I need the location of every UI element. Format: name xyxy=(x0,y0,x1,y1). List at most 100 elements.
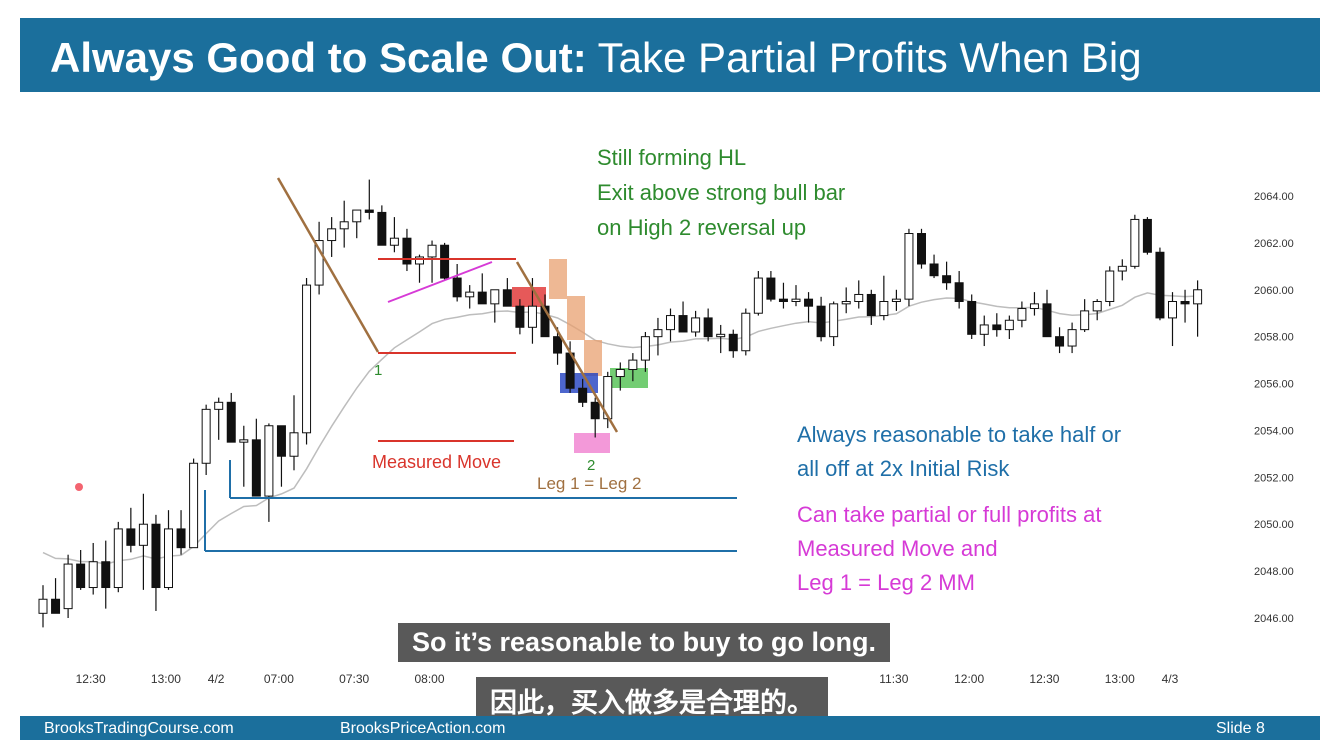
brown-leg-1 xyxy=(276,177,380,353)
moving-average-line xyxy=(42,292,1198,565)
candle xyxy=(615,362,625,391)
bear-candle-body xyxy=(728,333,738,352)
candle xyxy=(954,271,964,309)
x-tick-label: 12:30 xyxy=(1029,672,1059,686)
bear-candle-body xyxy=(992,324,1002,331)
candle xyxy=(113,521,123,593)
candle xyxy=(1017,301,1027,328)
y-tick-label: 2058.00 xyxy=(1254,332,1294,344)
candle xyxy=(490,289,500,323)
moving-average-layer xyxy=(42,292,1198,565)
bear-candle-body xyxy=(590,401,600,420)
bull-candle-body xyxy=(427,244,437,258)
candle xyxy=(214,397,224,440)
candle xyxy=(101,540,111,609)
candle xyxy=(126,507,136,553)
brown-leg-2 xyxy=(515,261,619,433)
pink-note: Can take partial or full profits at Meas… xyxy=(797,498,1101,600)
candle xyxy=(992,313,1002,337)
subtitle-english: So it’s reasonable to buy to go long. xyxy=(398,623,891,662)
bull-candle-body xyxy=(490,289,500,305)
candle xyxy=(1042,289,1052,338)
candle xyxy=(904,228,914,307)
orange-box-upper xyxy=(549,259,567,299)
candle xyxy=(276,425,286,487)
blue-note-line-1: Always reasonable to take half or xyxy=(797,422,1122,447)
green-note-line-3: on High 2 reversal up xyxy=(597,215,807,240)
candle xyxy=(440,242,450,281)
bear-candle-body xyxy=(477,291,487,305)
candle xyxy=(377,205,387,246)
candle xyxy=(979,315,989,347)
bull-candle-body xyxy=(1105,270,1115,302)
bull-candle-body xyxy=(327,228,337,242)
candle xyxy=(866,289,876,325)
candle xyxy=(1142,217,1152,255)
bear-candle-body xyxy=(778,298,788,302)
candle xyxy=(1080,299,1090,332)
bull-candle-body xyxy=(829,303,839,338)
bull-candle-body xyxy=(201,408,211,464)
candle xyxy=(967,294,977,340)
bull-candle-body xyxy=(1130,218,1140,267)
candle xyxy=(578,378,588,407)
bear-candle-body xyxy=(578,387,588,403)
bear-candle-body xyxy=(1180,301,1190,305)
candle xyxy=(778,282,788,309)
candle xyxy=(1055,327,1065,354)
bull-candle-body xyxy=(979,324,989,335)
bull-candle-body xyxy=(1092,301,1102,312)
candle xyxy=(1117,259,1127,281)
candle xyxy=(327,217,337,257)
candle xyxy=(791,285,801,307)
bear-candle-body xyxy=(553,336,563,354)
x-tick-label: 11:30 xyxy=(879,672,908,686)
candle xyxy=(402,228,412,272)
candle xyxy=(1092,299,1102,321)
candle xyxy=(1155,247,1165,321)
candle xyxy=(1029,292,1039,316)
bull-candle-body xyxy=(615,368,625,378)
bear-candle-body xyxy=(126,528,136,546)
candle xyxy=(189,458,199,549)
bear-candle-body xyxy=(440,244,450,279)
orange-box-lower xyxy=(567,296,585,340)
bull-candle-body xyxy=(653,329,663,338)
y-tick-label: 2054.00 xyxy=(1254,425,1294,437)
candle xyxy=(804,292,814,323)
bear-candle-body xyxy=(452,277,462,298)
candle xyxy=(88,542,98,595)
candle xyxy=(703,308,713,342)
bull-candle-body xyxy=(1029,303,1039,310)
pink-box xyxy=(574,433,610,453)
candle xyxy=(477,273,487,305)
bull-candle-body xyxy=(352,209,362,223)
bull-candle-body xyxy=(666,315,675,331)
bull-candle-body xyxy=(628,359,638,370)
bear-candle-body xyxy=(515,305,525,328)
bull-candle-body xyxy=(289,432,299,457)
bear-candle-body xyxy=(1042,303,1052,338)
bull-candle-body xyxy=(841,301,851,305)
x-tick-label: 12:00 xyxy=(954,672,984,686)
candle xyxy=(138,493,148,590)
bull-candle-body xyxy=(691,317,701,333)
x-tick-label: 12:30 xyxy=(76,672,106,686)
bear-candle-body xyxy=(866,293,876,317)
bear-candle-body xyxy=(151,523,161,589)
candle xyxy=(766,271,776,302)
y-tick-label: 2046.00 xyxy=(1254,613,1294,625)
bear-candle-body xyxy=(76,563,86,589)
candle xyxy=(1130,214,1140,269)
bull-candle-body xyxy=(753,277,763,314)
bear-candle-body xyxy=(1155,251,1165,319)
bull-candle-body xyxy=(640,336,650,361)
candle xyxy=(816,296,826,342)
candle xyxy=(51,578,61,614)
candle xyxy=(339,200,349,248)
candle xyxy=(841,287,851,314)
bull-candle-body xyxy=(189,462,199,549)
bull-candle-body xyxy=(264,425,274,497)
bull-candle-body xyxy=(389,237,399,246)
